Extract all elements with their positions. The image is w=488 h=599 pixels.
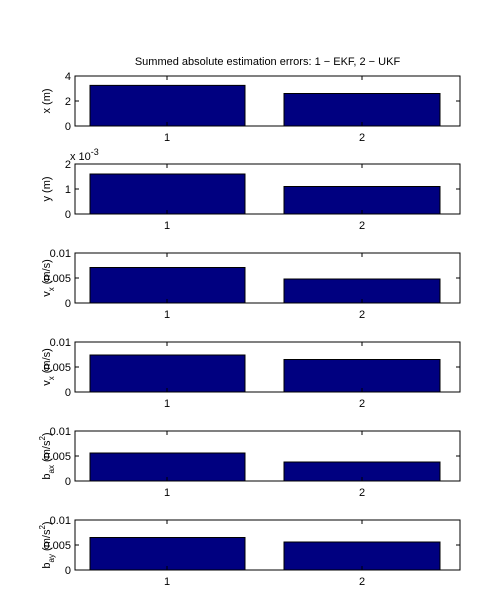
bar-1 — [89, 84, 246, 127]
bar-1 — [89, 452, 246, 482]
y-tick-label: 0.01 — [50, 337, 71, 349]
bar-2 — [283, 186, 441, 215]
y-tick-label: 0 — [65, 209, 71, 221]
bar-1 — [89, 354, 246, 393]
y-axis-label: vx (m/s) — [41, 259, 56, 297]
y-tick-label: 2 — [65, 159, 71, 171]
y-tick-label: 0.01 — [50, 426, 71, 438]
bar-1 — [89, 173, 246, 215]
subplot-1: Summed absolute estimation errors: 1 − E… — [41, 56, 461, 144]
subplot-5: 0 0.005 0.01 1 2 bax (m/s2) — [38, 426, 461, 499]
y-axis-label: vx (m/s) — [41, 348, 56, 386]
y-axis-label: bay (m/s2) — [38, 521, 56, 568]
bar-2 — [283, 359, 441, 393]
subplot-6: 0 0.005 0.01 1 2 bay (m/s2) — [38, 515, 461, 588]
y-tick-label: 0.005 — [43, 362, 71, 374]
bar-2 — [283, 541, 441, 571]
x-tick-label: 1 — [164, 309, 170, 321]
y-tick-label: 0 — [65, 476, 71, 488]
x-tick-label: 1 — [164, 487, 170, 499]
axis-multiplier: x 10-3 — [70, 147, 99, 163]
y-tick-label: 0.005 — [43, 451, 71, 463]
y-tick-label: 0.01 — [50, 248, 71, 260]
bar-2 — [283, 93, 441, 127]
y-tick-label: 0 — [65, 565, 71, 577]
y-axis-label: y (m) — [41, 176, 53, 201]
x-tick-label: 2 — [359, 576, 365, 588]
y-tick-label: 0 — [65, 121, 71, 133]
bar-1 — [89, 267, 246, 304]
y-tick-label: 2 — [65, 96, 71, 108]
subplot-4: 0 0.005 0.01 1 2 vx (m/s) — [41, 337, 461, 410]
x-tick-label: 2 — [359, 132, 365, 144]
y-tick-label: 0.005 — [43, 273, 71, 285]
x-tick-label: 1 — [164, 220, 170, 232]
x-tick-label: 1 — [164, 132, 170, 144]
y-axis-label: x (m) — [41, 88, 53, 113]
x-tick-label: 1 — [164, 576, 170, 588]
bar-1 — [89, 537, 246, 571]
x-tick-label: 2 — [359, 487, 365, 499]
x-tick-label: 1 — [164, 398, 170, 410]
y-axis-label: bax (m/s2) — [38, 432, 56, 479]
x-tick-label: 2 — [359, 220, 365, 232]
y-tick-label: 0 — [65, 298, 71, 310]
x-tick-label: 2 — [359, 398, 365, 410]
subplot-3: 0 0.005 0.01 1 2 vx (m/s) — [41, 248, 461, 321]
chart-title: Summed absolute estimation errors: 1 − E… — [135, 56, 401, 68]
y-tick-label: 0 — [65, 387, 71, 399]
x-tick-label: 2 — [359, 309, 365, 321]
y-tick-label: 1 — [65, 184, 71, 196]
y-tick-label: 0.005 — [43, 540, 71, 552]
y-tick-label: 4 — [65, 71, 71, 83]
y-tick-label: 0.01 — [50, 515, 71, 527]
